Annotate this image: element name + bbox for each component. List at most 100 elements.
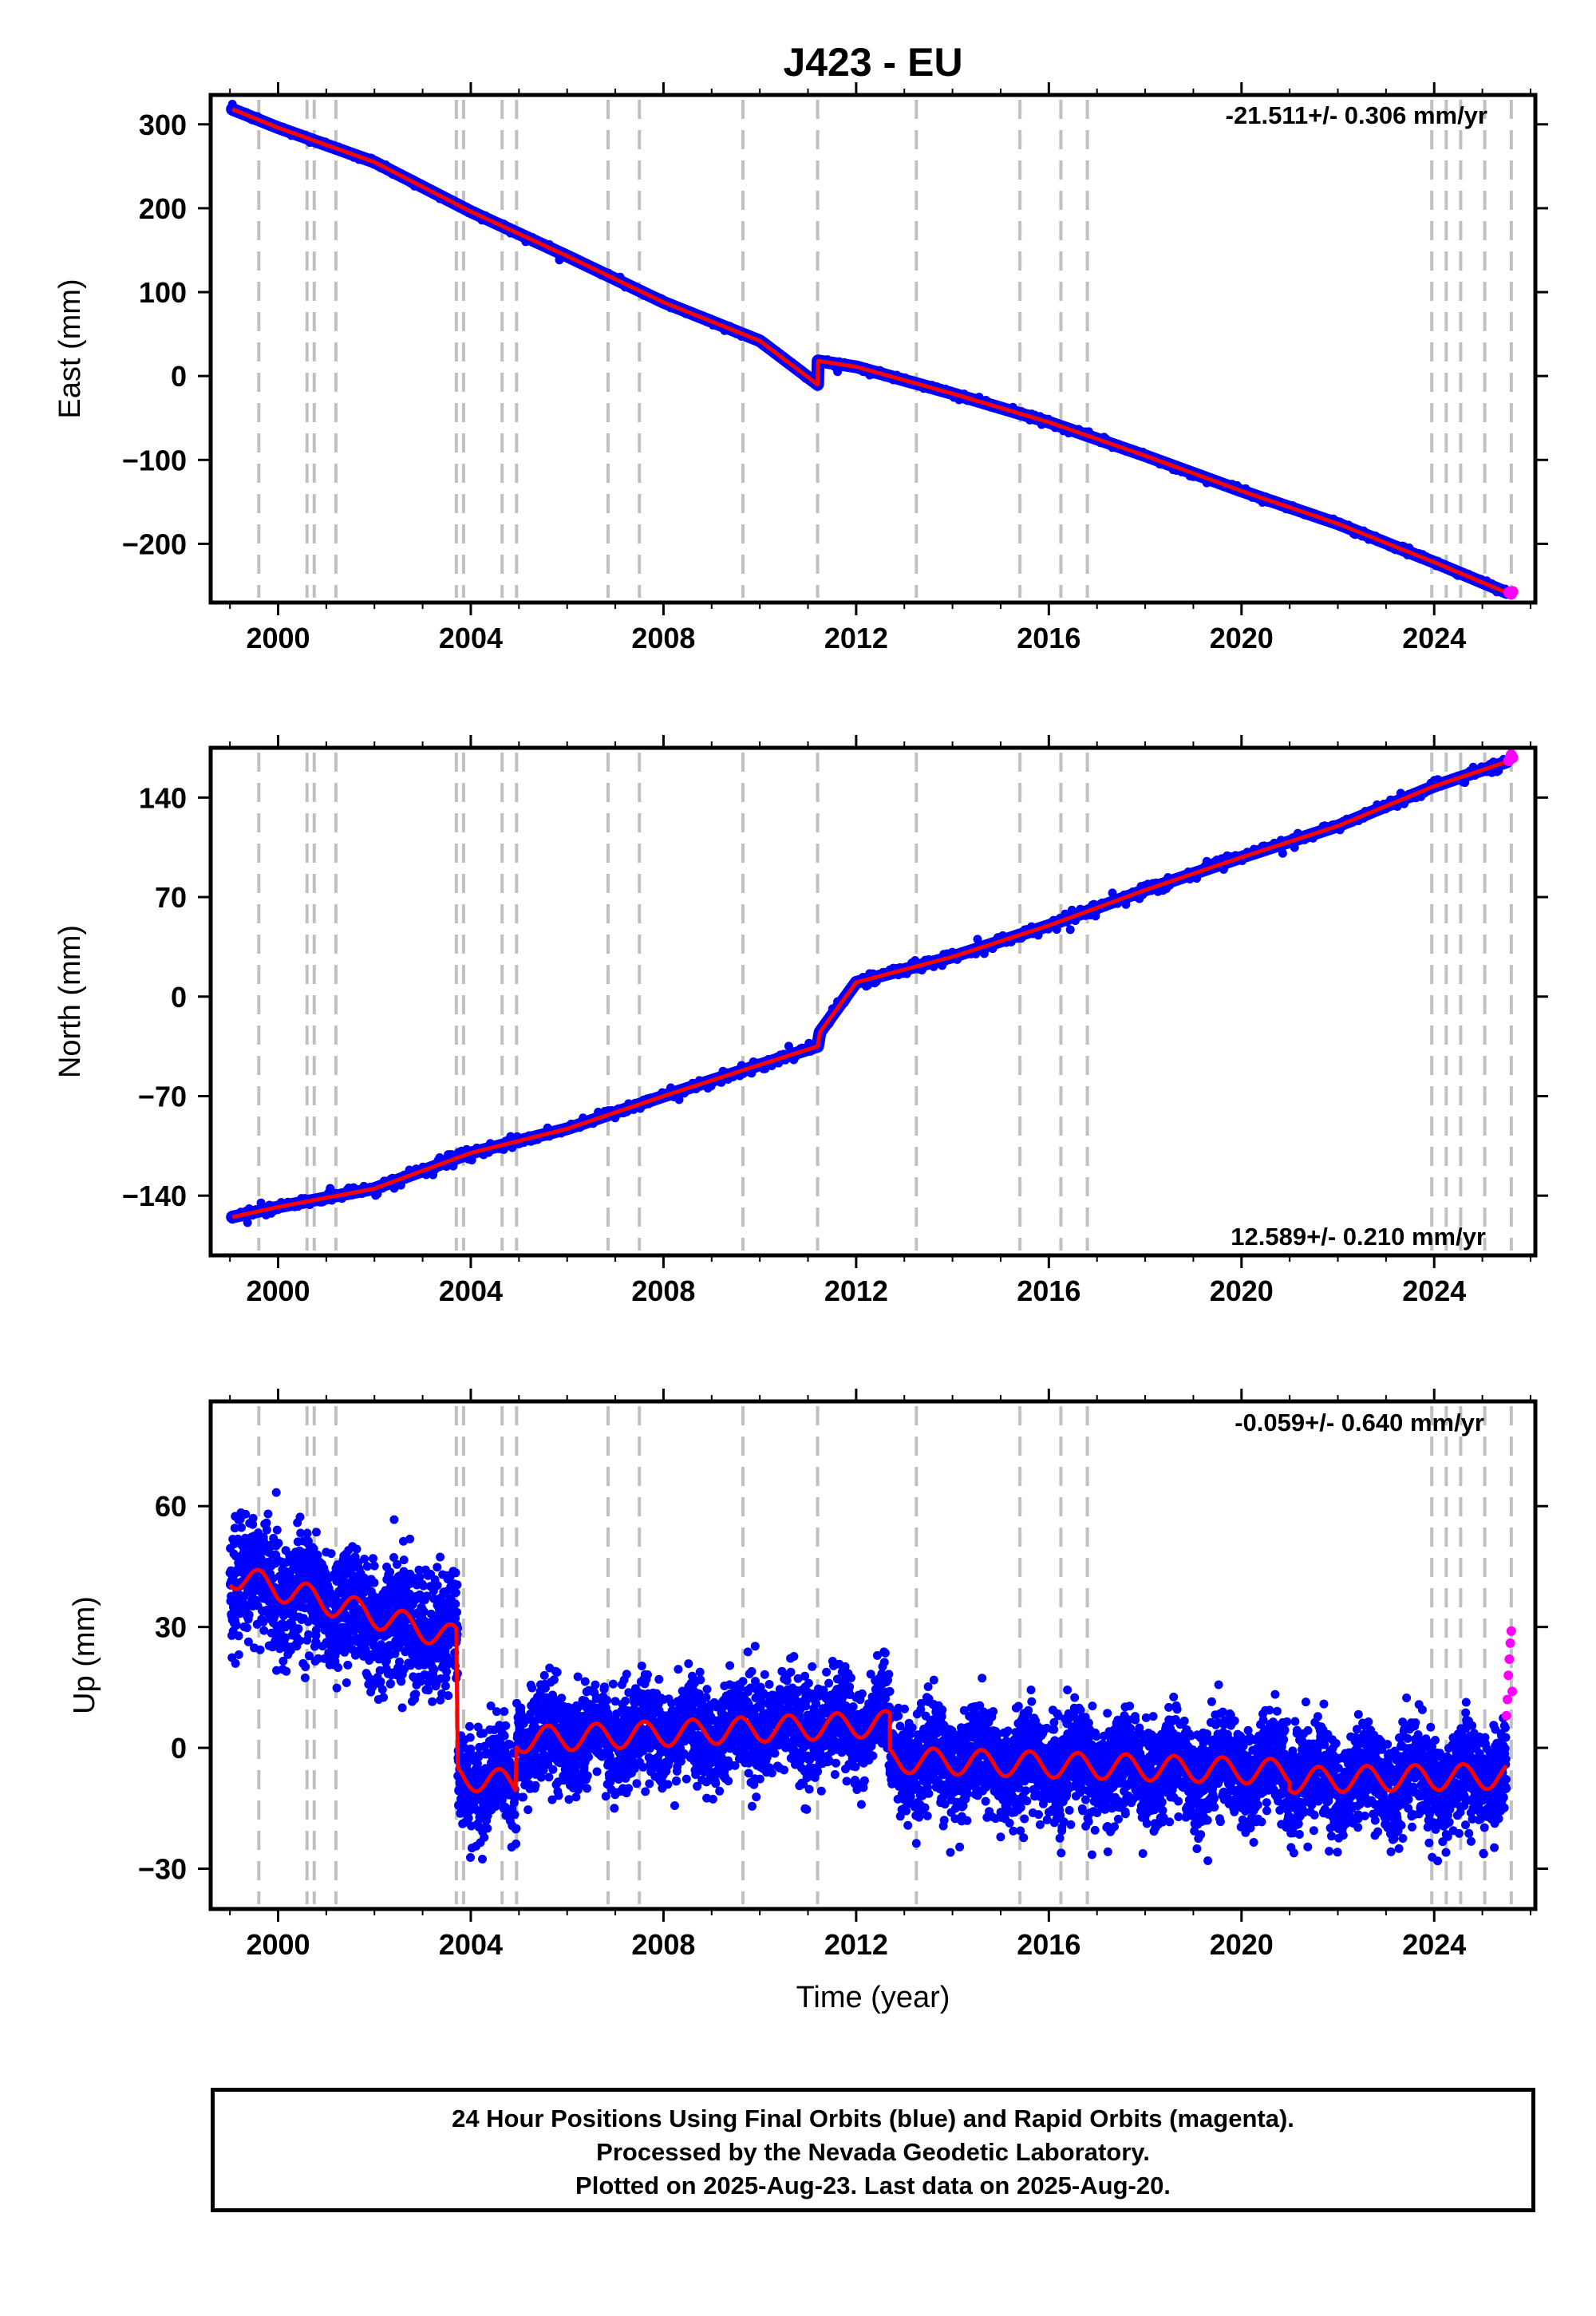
north-x-tick-label: 2000 [246,1275,310,1307]
up-final-orbit-point [411,1690,421,1699]
east-y-tick-label: −200 [122,528,187,560]
up-data-points [225,1488,1511,1866]
up-final-orbit-point [654,1674,664,1684]
up-final-orbit-point [271,1488,281,1497]
north-final-orbit-point [674,1095,684,1105]
north-event-lines [257,753,1513,1251]
north-x-tick-label: 2024 [1402,1275,1466,1307]
up-final-orbit-point [760,1670,769,1679]
up-final-orbit-point [638,1762,648,1772]
up-final-orbit-point [332,1683,342,1693]
up-final-orbit-point [234,1650,243,1659]
up-final-orbit-point [580,1677,590,1686]
up-final-orbit-point [738,1677,748,1686]
up-final-orbit-point [747,1666,757,1676]
up-final-orbit-point [711,1779,721,1788]
east-x-tick-label: 2004 [439,622,503,654]
east-plot-frame [208,93,1538,605]
up-final-orbit-point [395,1657,404,1666]
up-final-orbit-point [591,1680,600,1690]
up-final-orbit-point [548,1765,558,1774]
up-final-orbit-point [301,1662,310,1672]
up-final-orbit-point [715,1786,725,1796]
up-final-orbit-point [500,1731,509,1741]
north-x-tick-label: 2012 [824,1275,888,1307]
up-final-orbit-point [399,1555,409,1565]
north-final-orbit-point [747,1069,757,1078]
up-final-orbit-point [702,1685,712,1694]
east-panel: 2000 2004 2008 2012 2016 2020 20243002001000−1… [53,82,1548,654]
up-final-orbit-point [326,1549,336,1559]
up-final-orbit-point [684,1659,693,1669]
north-x-tick-label: 2016 [1017,1275,1080,1307]
up-final-orbit-point [234,1631,243,1641]
east-model-line [231,107,1519,600]
east-x-tick-label: 2008 [631,622,695,654]
up-final-orbit-point [549,1675,559,1685]
north-final-orbit-point [1052,925,1061,935]
up-final-orbit-point [743,1647,753,1657]
up-final-orbit-point [405,1534,415,1543]
up-final-orbit-point [379,1693,389,1702]
up-final-orbit-point [397,1703,407,1713]
up-final-orbit-point [259,1626,269,1635]
up-final-orbit-point [386,1679,395,1688]
up-final-orbit-point [465,1733,475,1742]
up-final-orbit-point [755,1774,764,1784]
up-final-orbit-point [512,1839,521,1848]
up-final-orbit-point [557,1694,567,1703]
up-final-orbit-point [262,1525,271,1535]
up-final-orbit-point [602,1696,612,1705]
up-final-orbit-point [424,1686,433,1695]
up-final-orbit-point [263,1509,273,1519]
east-axes: 2000 2004 2008 2012 2016 2020 20243002001000−1… [122,82,1548,654]
up-final-orbit-point [429,1665,439,1674]
up-final-orbit-point [632,1779,642,1788]
up-final-orbit-point [519,1792,527,1802]
east-y-tick-label: 200 [139,192,187,225]
north-rapid-orbit-point [1507,752,1519,764]
up-final-orbit-point [376,1677,385,1686]
up-final-orbit-point [465,1721,474,1731]
east-y-axis-label: East (mm) [53,279,87,418]
north-final-orbit-point [1065,925,1075,935]
up-final-orbit-point [343,1660,353,1670]
up-final-orbit-point [764,1680,774,1689]
up-final-orbit-point [444,1691,453,1701]
up-final-orbit-point [451,1588,460,1598]
north-y-tick-label: 140 [139,781,187,814]
east-x-tick-label: 2000 [246,622,310,654]
north-final-orbit-point [1278,848,1287,858]
east-data-points [226,100,1513,599]
up-final-orbit-point [696,1675,705,1685]
up-final-orbit-point [643,1670,652,1679]
up-final-orbit-point [637,1662,646,1670]
up-final-orbit-point [573,1672,583,1682]
up-final-orbit-point [610,1804,619,1813]
up-final-orbit-point [544,1773,554,1782]
up-final-orbit-point [752,1792,761,1802]
up-final-orbit-point [681,1774,691,1784]
east-model-curve [231,107,1507,595]
east-y-tick-label: 0 [171,360,187,393]
up-final-orbit-point [531,1780,540,1790]
up-final-orbit-point [527,1683,537,1693]
east-x-tick-label: 2024 [1402,622,1466,654]
up-final-orbit-point [237,1523,246,1532]
up-final-orbit-point [599,1682,609,1692]
east-y-tick-label: 100 [139,276,187,309]
up-final-orbit-point [645,1779,654,1788]
up-final-orbit-point [748,1801,757,1811]
up-final-orbit-point [272,1525,282,1535]
up-final-orbit-point [641,1787,650,1796]
up-final-orbit-point [451,1599,460,1609]
up-final-orbit-point [552,1667,562,1677]
up-final-orbit-point [231,1621,241,1630]
north-final-orbit-point [1290,843,1299,852]
east-x-tick-label: 2016 [1017,622,1080,654]
up-final-orbit-point [478,1855,487,1863]
up-final-orbit-point [701,1693,711,1702]
north-panel: 2000 2004 2008 2012 2016 2020 2024140700−70−14… [53,735,1548,1307]
